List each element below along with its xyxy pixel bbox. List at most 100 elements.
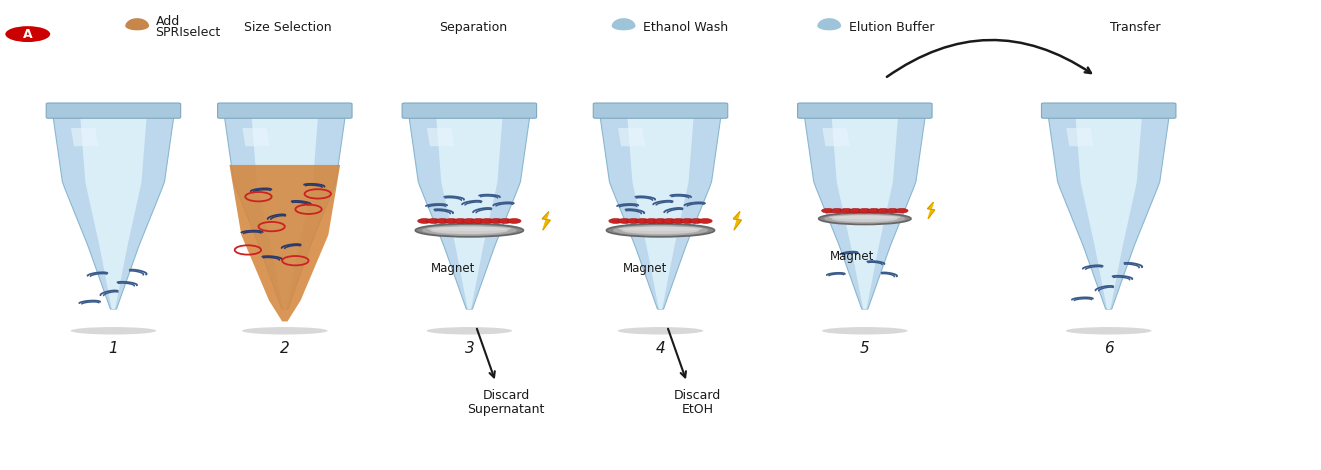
Circle shape [507,219,520,223]
Text: Supernatant: Supernatant [468,403,546,416]
Circle shape [840,209,852,213]
Polygon shape [927,202,935,219]
Circle shape [489,219,503,223]
Circle shape [645,219,658,223]
Ellipse shape [431,227,509,234]
Circle shape [690,219,703,223]
Ellipse shape [427,327,513,335]
Text: Add: Add [156,15,180,28]
Polygon shape [804,115,926,309]
Polygon shape [613,19,635,30]
Circle shape [831,209,844,213]
Circle shape [445,219,458,223]
Circle shape [427,219,440,223]
FancyBboxPatch shape [402,103,536,118]
Text: 4: 4 [655,341,666,356]
Text: 6: 6 [1104,341,1114,356]
Circle shape [5,26,50,42]
Circle shape [859,209,871,213]
Ellipse shape [606,224,715,237]
Ellipse shape [70,327,156,335]
Polygon shape [230,165,341,321]
Text: Transfer: Transfer [1110,21,1160,33]
Ellipse shape [415,224,523,237]
Polygon shape [600,115,721,309]
Polygon shape [627,115,694,309]
Ellipse shape [822,327,908,335]
Ellipse shape [832,215,898,222]
Text: Discard: Discard [674,389,721,402]
Text: 1: 1 [108,341,119,356]
FancyBboxPatch shape [46,103,181,118]
Circle shape [886,209,898,213]
Polygon shape [436,115,503,309]
Polygon shape [1048,115,1169,309]
Polygon shape [1075,115,1143,309]
Circle shape [635,219,650,223]
Ellipse shape [421,225,517,235]
Polygon shape [71,128,98,146]
Circle shape [699,219,712,223]
Circle shape [877,209,889,213]
Circle shape [896,209,908,213]
FancyBboxPatch shape [798,103,933,118]
Circle shape [436,219,449,223]
Text: Magnet: Magnet [622,262,667,275]
Polygon shape [542,212,551,230]
Text: 3: 3 [465,341,474,356]
Circle shape [654,219,667,223]
Text: EtOH: EtOH [682,403,713,416]
Circle shape [472,219,485,223]
Polygon shape [242,128,269,146]
Polygon shape [225,115,346,309]
Text: 5: 5 [860,341,869,356]
Circle shape [462,219,476,223]
Circle shape [618,219,631,223]
Ellipse shape [618,327,703,335]
Ellipse shape [828,215,901,219]
Polygon shape [733,212,741,230]
Text: Discard: Discard [482,389,530,402]
Text: A: A [22,28,33,40]
Polygon shape [427,128,454,146]
Text: Ethanol Wash: Ethanol Wash [643,21,728,33]
Circle shape [626,219,641,223]
Circle shape [849,209,861,213]
Polygon shape [251,115,318,309]
Ellipse shape [622,227,699,234]
Circle shape [822,209,835,213]
Text: Magnet: Magnet [432,262,476,275]
Polygon shape [831,115,898,309]
Ellipse shape [819,213,911,225]
Text: Magnet: Magnet [830,251,873,263]
Ellipse shape [618,227,703,231]
Ellipse shape [242,327,328,335]
Ellipse shape [824,214,905,223]
Polygon shape [125,19,148,30]
Circle shape [417,219,432,223]
Ellipse shape [427,227,511,231]
Polygon shape [53,115,174,309]
Text: Size Selection: Size Selection [243,21,332,33]
Polygon shape [408,115,530,309]
Circle shape [453,219,468,223]
Polygon shape [1066,128,1094,146]
Text: Separation: Separation [440,21,507,33]
Ellipse shape [613,225,708,235]
FancyBboxPatch shape [1041,103,1176,118]
Ellipse shape [1066,327,1152,335]
Polygon shape [823,128,849,146]
Circle shape [868,209,880,213]
FancyBboxPatch shape [593,103,728,118]
Circle shape [609,219,622,223]
Circle shape [671,219,686,223]
Polygon shape [618,128,646,146]
Circle shape [663,219,676,223]
Text: Elution Buffer: Elution Buffer [849,21,934,33]
Circle shape [498,219,513,223]
Text: SPRIselect: SPRIselect [156,26,221,39]
Text: 2: 2 [280,341,289,356]
FancyBboxPatch shape [218,103,351,118]
Polygon shape [818,19,840,30]
Polygon shape [81,115,147,309]
